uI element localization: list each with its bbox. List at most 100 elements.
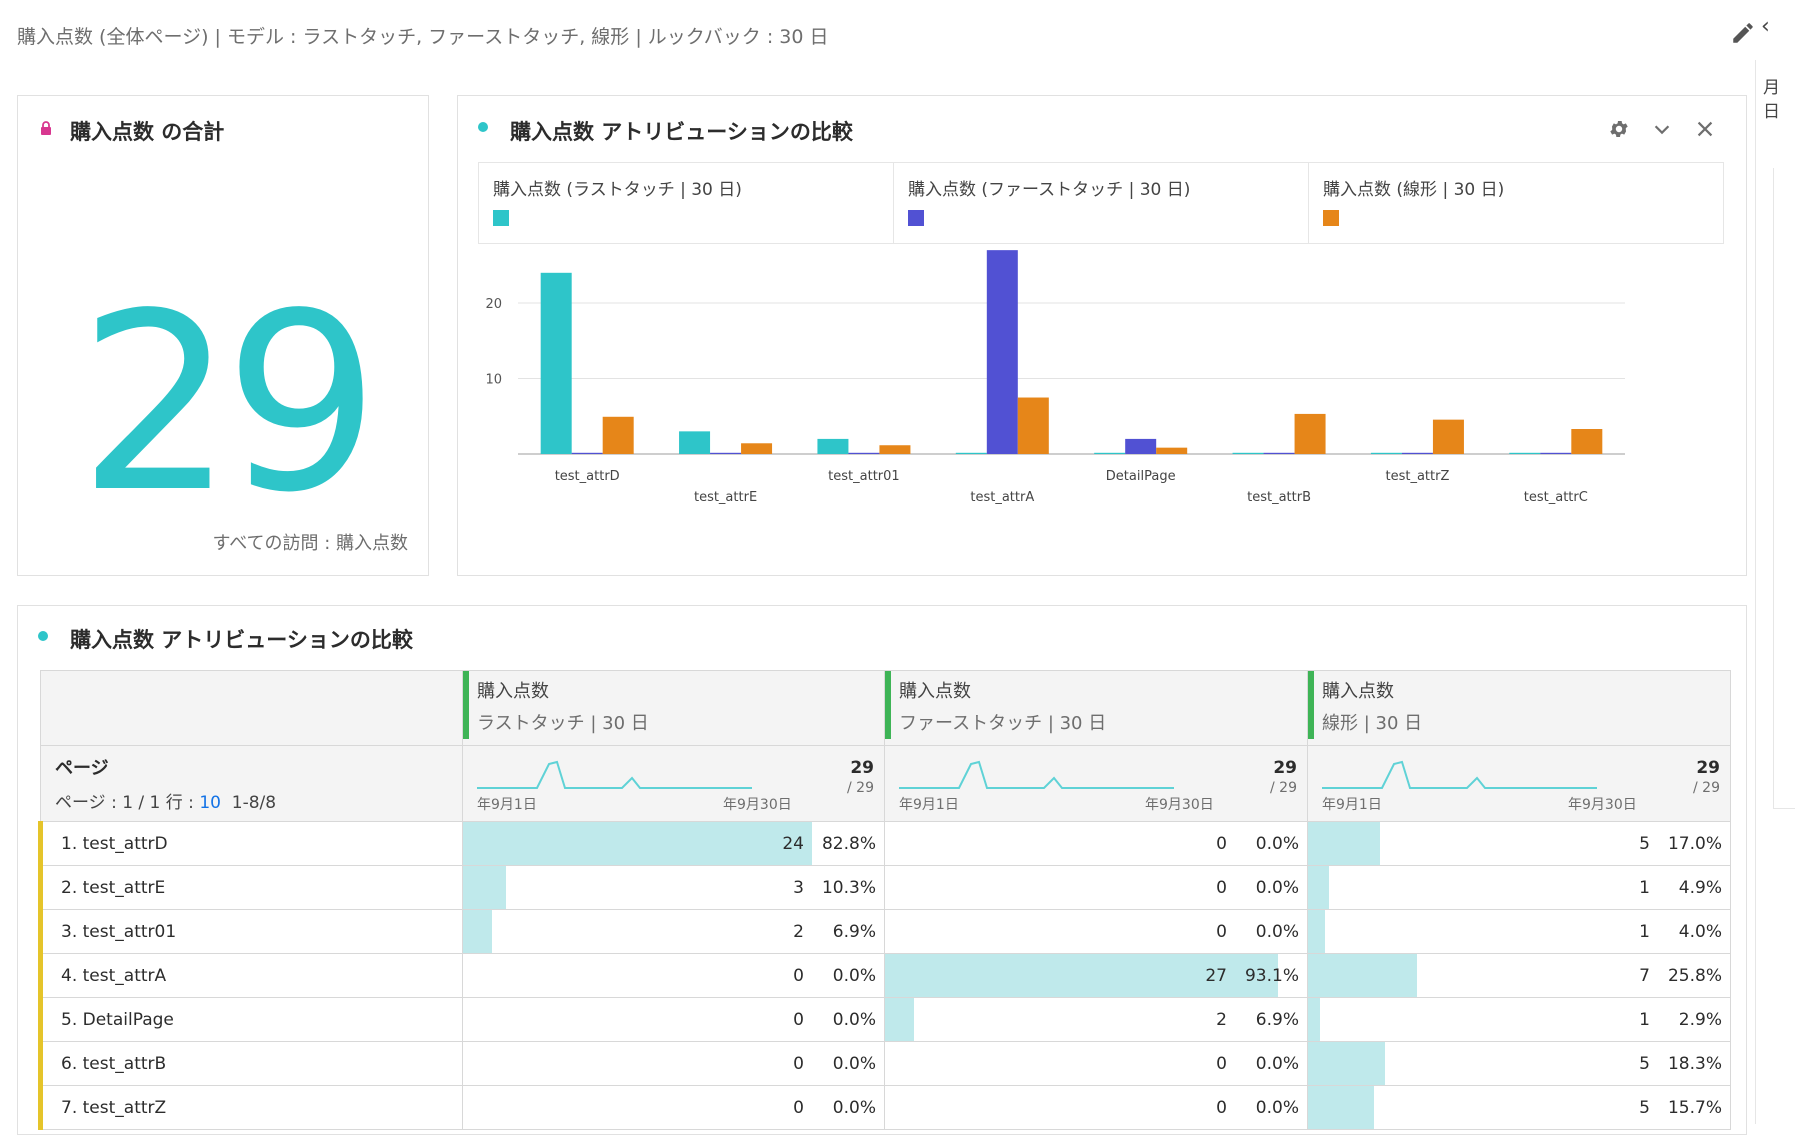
cell-bar xyxy=(885,998,915,1041)
metric-cell[interactable]: 1 4.0% xyxy=(1307,909,1731,954)
row-label[interactable]: 5. DetailPage xyxy=(38,997,463,1042)
bar[interactable] xyxy=(1125,438,1157,454)
legend-item[interactable]: 購入点数 (ファーストタッチ | 30 日) xyxy=(894,163,1309,243)
metric-cell[interactable]: 3 10.3% xyxy=(462,865,885,910)
bar[interactable] xyxy=(571,452,603,454)
bar[interactable] xyxy=(848,452,880,454)
cell-bar xyxy=(1308,1042,1386,1085)
bar[interactable] xyxy=(540,272,572,454)
bar[interactable] xyxy=(710,452,742,454)
metric-cell[interactable]: 27 93.1% xyxy=(884,953,1308,998)
drag-handle[interactable] xyxy=(463,671,469,739)
table-row[interactable]: 4. test_attrA 0 0.0% 27 93.1% 7 25.8% xyxy=(38,953,1731,998)
bar[interactable] xyxy=(1432,419,1464,454)
bar[interactable] xyxy=(741,443,773,454)
cell-bar xyxy=(1308,1086,1375,1129)
bar[interactable] xyxy=(1156,447,1188,454)
metric-cell[interactable]: 24 82.8% xyxy=(462,821,885,866)
legend-item[interactable]: 購入点数 (線形 | 30 日) xyxy=(1309,163,1723,243)
table-row[interactable]: 1. test_attrD 24 82.8% 0 0.0% 5 17.0% xyxy=(38,821,1731,866)
metric-cell[interactable]: 7 25.8% xyxy=(1307,953,1731,998)
bar[interactable] xyxy=(1370,452,1402,454)
cell-bar xyxy=(1308,866,1329,909)
chevron-left-icon[interactable]: ‹ xyxy=(1761,14,1770,39)
cell-bar xyxy=(1308,822,1380,865)
table-row[interactable]: 5. DetailPage 0 0.0% 2 6.9% 1 2.9% xyxy=(38,997,1731,1042)
bar[interactable] xyxy=(955,452,987,454)
metric-name: 購入点数 xyxy=(477,681,549,702)
cell-percent: 6.9% xyxy=(1255,1010,1299,1030)
calendar-rail-label[interactable]: 月 日 xyxy=(1763,76,1780,124)
bar[interactable] xyxy=(1094,452,1126,454)
table-row[interactable]: 7. test_attrZ 0 0.0% 0 0.0% 5 15.7% xyxy=(38,1085,1731,1130)
drag-handle[interactable] xyxy=(1308,671,1314,739)
metric-cell[interactable]: 5 15.7% xyxy=(1307,1085,1731,1130)
metric-cell[interactable]: 0 0.0% xyxy=(884,821,1308,866)
legend-item[interactable]: 購入点数 (ラストタッチ | 30 日) xyxy=(479,163,894,243)
bar[interactable] xyxy=(1509,452,1541,454)
rows-per-page-link[interactable]: 10 xyxy=(199,793,221,813)
metric-cell[interactable]: 0 0.0% xyxy=(884,865,1308,910)
close-icon[interactable] xyxy=(1694,118,1716,140)
metric-cell[interactable]: 2 6.9% xyxy=(462,909,885,954)
metric-cell[interactable]: 5 18.3% xyxy=(1307,1041,1731,1086)
x-tick-label: test_attrZ xyxy=(1385,469,1449,484)
metric-cell[interactable]: 1 4.9% xyxy=(1307,865,1731,910)
row-label[interactable]: 6. test_attrB xyxy=(38,1041,463,1086)
right-rail xyxy=(1755,60,1795,1124)
table-title: 購入点数 アトリビューションの比較 xyxy=(70,628,413,652)
bar[interactable] xyxy=(1232,452,1264,454)
bar[interactable] xyxy=(1401,452,1433,454)
metric-cell[interactable]: 0 0.0% xyxy=(462,953,885,998)
bar[interactable] xyxy=(817,438,849,454)
gear-icon[interactable] xyxy=(1608,118,1630,140)
metric-header[interactable]: 購入点数 線形 | 30 日 xyxy=(1307,670,1731,746)
row-label[interactable]: 1. test_attrD xyxy=(38,821,463,866)
sparkline-start: 年9月1日 xyxy=(477,797,537,813)
metric-header[interactable]: 購入点数 ラストタッチ | 30 日 xyxy=(462,670,885,746)
metric-header[interactable]: 購入点数 ファーストタッチ | 30 日 xyxy=(884,670,1308,746)
bar[interactable] xyxy=(1263,452,1295,454)
pencil-icon[interactable] xyxy=(1730,20,1756,46)
metric-cell[interactable]: 2 6.9% xyxy=(884,997,1308,1042)
table-row[interactable]: 2. test_attrE 3 10.3% 0 0.0% 1 4.9% xyxy=(38,865,1731,910)
metric-cell[interactable]: 0 0.0% xyxy=(884,1085,1308,1130)
bar[interactable] xyxy=(602,416,634,454)
bar[interactable] xyxy=(879,445,911,454)
sparkline-start: 年9月1日 xyxy=(899,797,959,813)
metric-cell[interactable]: 0 0.0% xyxy=(462,997,885,1042)
bar[interactable] xyxy=(1540,452,1572,454)
cell-percent: 0.0% xyxy=(832,966,876,986)
bar[interactable] xyxy=(1294,413,1326,454)
cell-value: 24 xyxy=(782,834,804,854)
metric-cell[interactable]: 0 0.0% xyxy=(462,1085,885,1130)
cell-value: 0 xyxy=(793,1098,804,1118)
cell-value: 0 xyxy=(1216,878,1227,898)
metric-cell[interactable]: 1 2.9% xyxy=(1307,997,1731,1042)
row-label[interactable]: 7. test_attrZ xyxy=(38,1085,463,1130)
drag-handle[interactable] xyxy=(885,671,891,739)
row-label[interactable]: 2. test_attrE xyxy=(38,865,463,910)
cell-value: 7 xyxy=(1639,966,1650,986)
bar[interactable] xyxy=(986,250,1018,454)
cell-value: 2 xyxy=(793,922,804,942)
cell-value: 0 xyxy=(793,966,804,986)
metric-cell[interactable]: 5 17.0% xyxy=(1307,821,1731,866)
metric-model: 線形 | 30 日 xyxy=(1322,713,1423,734)
bar[interactable] xyxy=(1017,397,1049,454)
column-total: 29 xyxy=(1696,758,1720,778)
row-label[interactable]: 4. test_attrA xyxy=(38,953,463,998)
x-tick-label: DetailPage xyxy=(1106,469,1176,484)
bar[interactable] xyxy=(679,431,711,454)
chevron-down-icon[interactable] xyxy=(1651,118,1673,140)
metric-cell[interactable]: 0 0.0% xyxy=(884,1041,1308,1086)
row-label[interactable]: 3. test_attr01 xyxy=(38,909,463,954)
sparkline-end: 年9月30日 xyxy=(1145,797,1214,813)
metric-cell[interactable]: 0 0.0% xyxy=(884,909,1308,954)
table-row[interactable]: 6. test_attrB 0 0.0% 0 0.0% 5 18.3% xyxy=(38,1041,1731,1086)
metric-cell[interactable]: 0 0.0% xyxy=(462,1041,885,1086)
bar[interactable] xyxy=(1571,429,1603,454)
table-row[interactable]: 3. test_attr01 2 6.9% 0 0.0% 1 4.0% xyxy=(38,909,1731,954)
metric-name: 購入点数 xyxy=(1322,681,1394,702)
cell-value: 0 xyxy=(1216,1054,1227,1074)
